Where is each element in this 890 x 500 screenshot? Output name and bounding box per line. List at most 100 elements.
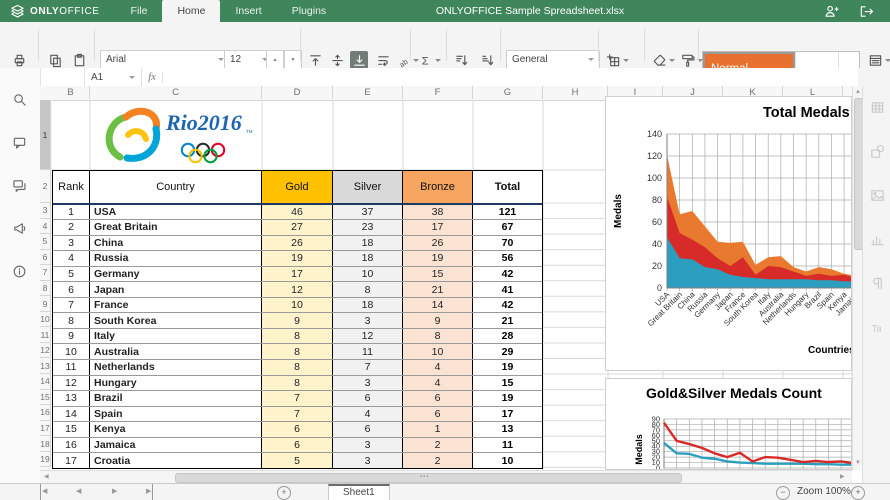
table-cell[interactable]: 15 [501, 376, 514, 389]
about-icon[interactable] [12, 264, 27, 279]
comments-icon[interactable] [12, 135, 27, 150]
table-cell[interactable]: 3 [333, 313, 403, 328]
view-settings-icon[interactable] [866, 51, 884, 69]
table-cell[interactable]: 17 [501, 407, 514, 420]
table-cell[interactable]: 19 [501, 392, 514, 405]
text-orientation-dropdown-icon[interactable] [413, 59, 419, 65]
table-cell[interactable]: 14 [53, 406, 90, 422]
table-cell[interactable]: 14 [403, 297, 473, 313]
table-cell[interactable]: 7 [333, 359, 403, 375]
copy-style-icon[interactable] [678, 51, 696, 69]
table-cell[interactable]: 8 [262, 344, 333, 359]
table-cell[interactable]: 12 [262, 282, 333, 297]
paragraph-settings-icon[interactable] [870, 276, 885, 291]
table-cell[interactable]: 6 [403, 406, 473, 422]
table-cell[interactable]: Kenya [90, 422, 262, 437]
table-cell[interactable]: 3 [333, 453, 403, 468]
table-cell[interactable]: 13 [53, 391, 90, 406]
row-header-11[interactable]: 11 [40, 327, 51, 343]
column-header-H[interactable]: H [543, 86, 608, 99]
column-header-I[interactable]: I [608, 86, 663, 99]
insert-cells-icon[interactable] [604, 51, 622, 69]
table-cell[interactable]: 2 [403, 453, 473, 468]
clear-icon[interactable] [650, 51, 668, 69]
print-icon[interactable] [10, 51, 28, 69]
table-cell[interactable]: 10 [501, 454, 514, 467]
table-cell[interactable]: 70 [501, 236, 514, 249]
open-file-location-icon[interactable] [859, 4, 874, 19]
prev-sheet-button[interactable]: ◀ [76, 488, 82, 495]
table-cell[interactable]: Russia [90, 251, 262, 266]
table-cell[interactable]: 12 [53, 375, 90, 391]
table-cell[interactable]: 4 [403, 375, 473, 391]
table-cell[interactable]: 8 [333, 282, 403, 297]
increase-font-size-button[interactable]: ▲ [266, 50, 284, 69]
table-cell[interactable]: 23 [333, 220, 403, 235]
column-header-D[interactable]: D [262, 86, 333, 99]
row-header-1[interactable]: 1 [40, 100, 51, 170]
table-cell[interactable]: 26 [262, 235, 333, 251]
table-cell[interactable]: 10 [53, 344, 90, 359]
add-user-icon[interactable] [824, 4, 839, 19]
align-top-icon[interactable] [306, 51, 324, 69]
feedback-icon[interactable] [12, 221, 27, 236]
table-cell[interactable]: Spain [90, 406, 262, 422]
table-cell[interactable]: 3 [333, 437, 403, 453]
table-cell[interactable]: 11 [501, 438, 514, 451]
table-cell[interactable]: Australia [90, 344, 262, 359]
menu-tab-home[interactable]: Home [162, 0, 221, 22]
menu-tab-plugins[interactable]: Plugins [291, 5, 327, 17]
table-cell[interactable]: 19 [262, 251, 333, 266]
search-icon[interactable] [12, 92, 27, 107]
table-cell[interactable]: 6 [403, 391, 473, 406]
row-header-9[interactable]: 9 [40, 296, 51, 312]
table-cell[interactable]: 10 [262, 297, 333, 313]
table-cell[interactable]: South Korea [90, 313, 262, 328]
table-cell[interactable]: 67 [501, 221, 514, 234]
table-cell[interactable]: Great Britain [90, 220, 262, 235]
table-cell[interactable]: 29 [501, 345, 514, 358]
autosum-dropdown-icon[interactable] [435, 59, 441, 65]
align-bottom-icon[interactable] [350, 51, 368, 69]
column-header-L[interactable]: L [783, 86, 843, 99]
table-cell[interactable]: Brazil [90, 391, 262, 406]
column-header-G[interactable]: G [473, 86, 543, 99]
table-cell[interactable]: 19 [501, 361, 514, 374]
medal-table-header-total[interactable]: Total [494, 180, 521, 193]
row-header-12[interactable]: 12 [40, 342, 51, 359]
table-cell[interactable]: 1 [403, 422, 473, 437]
table-cell[interactable]: 8 [53, 313, 90, 328]
table-cell[interactable]: 9 [53, 328, 90, 344]
chart-total-medals[interactable]: Total Medals Count 020406080100120140USA… [605, 96, 852, 371]
text-orientation-icon[interactable]: ab [394, 51, 412, 69]
table-cell[interactable]: Croatia [90, 453, 262, 468]
insert-cells-dropdown-icon[interactable] [623, 59, 629, 65]
last-sheet-button[interactable]: ▶ [146, 484, 154, 500]
table-cell[interactable]: 46 [262, 204, 333, 220]
font-name-combo[interactable]: Arial [100, 50, 230, 69]
table-cell[interactable]: 10 [333, 266, 403, 282]
table-cell[interactable]: 10 [403, 344, 473, 359]
table-cell[interactable]: France [90, 297, 262, 313]
table-cell[interactable]: 4 [333, 406, 403, 422]
table-cell[interactable]: 1 [53, 204, 90, 220]
menu-tab-insert[interactable]: Insert [235, 5, 262, 17]
table-cell[interactable]: 11 [53, 359, 90, 375]
paste-icon[interactable] [70, 51, 88, 69]
table-cell[interactable]: 17 [53, 453, 90, 468]
table-cell[interactable]: 18 [333, 235, 403, 251]
clear-dropdown-icon[interactable] [669, 59, 675, 65]
table-cell[interactable]: 6 [53, 282, 90, 297]
sort-descending-icon[interactable] [478, 51, 496, 69]
row-header-19[interactable]: 19 [40, 451, 51, 468]
table-cell[interactable]: 121 [498, 205, 517, 218]
table-cell[interactable]: 7 [262, 406, 333, 422]
table-cell[interactable]: Italy [90, 328, 262, 344]
column-header-B[interactable]: B [52, 86, 90, 99]
table-cell[interactable]: 37 [333, 204, 403, 220]
table-cell[interactable]: 4 [403, 359, 473, 375]
row-header-8[interactable]: 8 [40, 280, 51, 297]
column-header-J[interactable]: J [663, 86, 723, 99]
medal-table-header-silver[interactable]: Silver [333, 171, 403, 203]
autosum-icon[interactable]: Σ [416, 51, 434, 69]
